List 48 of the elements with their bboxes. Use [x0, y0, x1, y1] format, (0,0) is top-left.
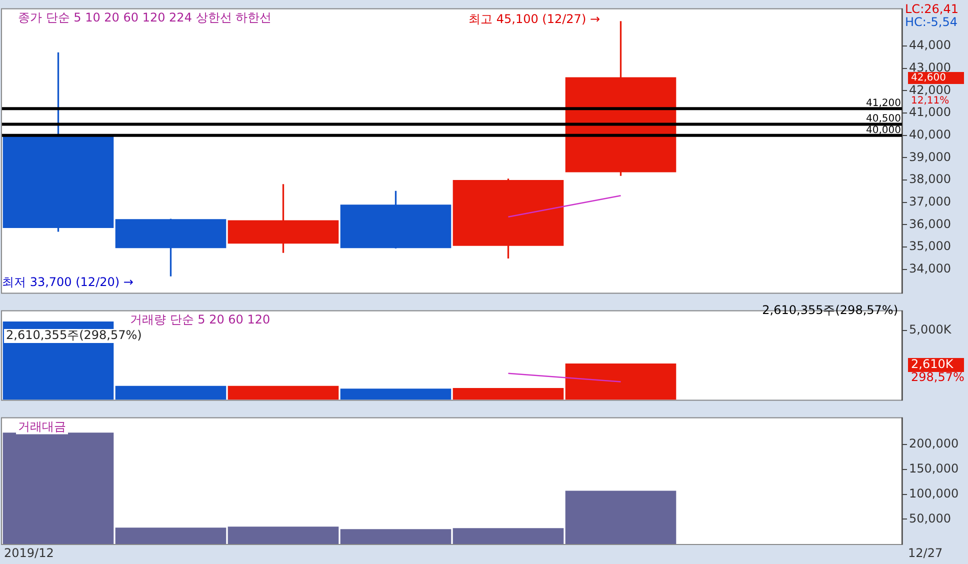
bar: [452, 388, 564, 400]
annotation: 최저 33,700 (12/20) →: [2, 275, 134, 290]
y-tick-label: 39,000: [909, 150, 951, 164]
y-tick-label: 37,000: [909, 194, 951, 208]
y-tick-label: 36,000: [909, 216, 951, 231]
y-tick-label: 200,000: [909, 436, 959, 451]
chart-title: 거래대금: [18, 419, 66, 434]
bar: [340, 529, 452, 544]
candlestick: [340, 190, 452, 248]
text: 2019/12: [4, 546, 54, 560]
y-tick-label: 40,000: [909, 127, 951, 142]
y-tick-label: 41,000: [909, 105, 951, 120]
bar: [115, 386, 226, 400]
y-tick-label: 50,000: [909, 511, 951, 526]
annotation: 2,610,355주(298,57%): [762, 303, 898, 318]
y-tick-label: 100,000: [909, 486, 959, 500]
y-tick-label: 35,000: [909, 239, 951, 254]
text: HC:-5,54: [905, 15, 958, 30]
ref-line-label: 40,000: [866, 124, 901, 136]
text: LC:26,41: [905, 2, 958, 16]
y-tick-label: 43,000: [909, 60, 951, 74]
bar: [340, 388, 452, 400]
bar: [2, 432, 114, 544]
candlestick: [115, 218, 226, 276]
y-tick-label: 5,000K: [909, 322, 952, 336]
bar: [452, 528, 564, 544]
chart-title: 종가 단순 5 10 20 60 120 224 상한선 하한선: [18, 10, 272, 24]
y-tick-label: 42,000: [909, 82, 951, 97]
bar: [228, 386, 339, 400]
y-tick-label: 44,000: [909, 38, 951, 52]
bar: [228, 526, 339, 544]
bar: [565, 364, 676, 400]
text: 42,600: [911, 72, 946, 84]
chart-title: 거래량 단순 5 20 60 120: [130, 312, 270, 326]
text: 2,610K: [911, 357, 954, 372]
annotation: 최고 45,100 (12/27) →: [468, 12, 600, 26]
annotation: 2,610,355주(298,57%): [6, 328, 142, 342]
text: 12,11%: [911, 96, 950, 107]
text: 12/27: [908, 546, 943, 560]
bar: [565, 490, 676, 544]
bar: [115, 528, 226, 544]
text: 298,57%: [911, 370, 964, 384]
y-tick-label: 150,000: [909, 462, 959, 476]
ref-line-label: 40,500: [866, 114, 901, 125]
y-tick-label: 38,000: [909, 172, 951, 186]
ref-line-label: 41,200: [866, 98, 901, 110]
y-tick-label: 34,000: [909, 261, 951, 276]
candlestick: [228, 184, 339, 253]
